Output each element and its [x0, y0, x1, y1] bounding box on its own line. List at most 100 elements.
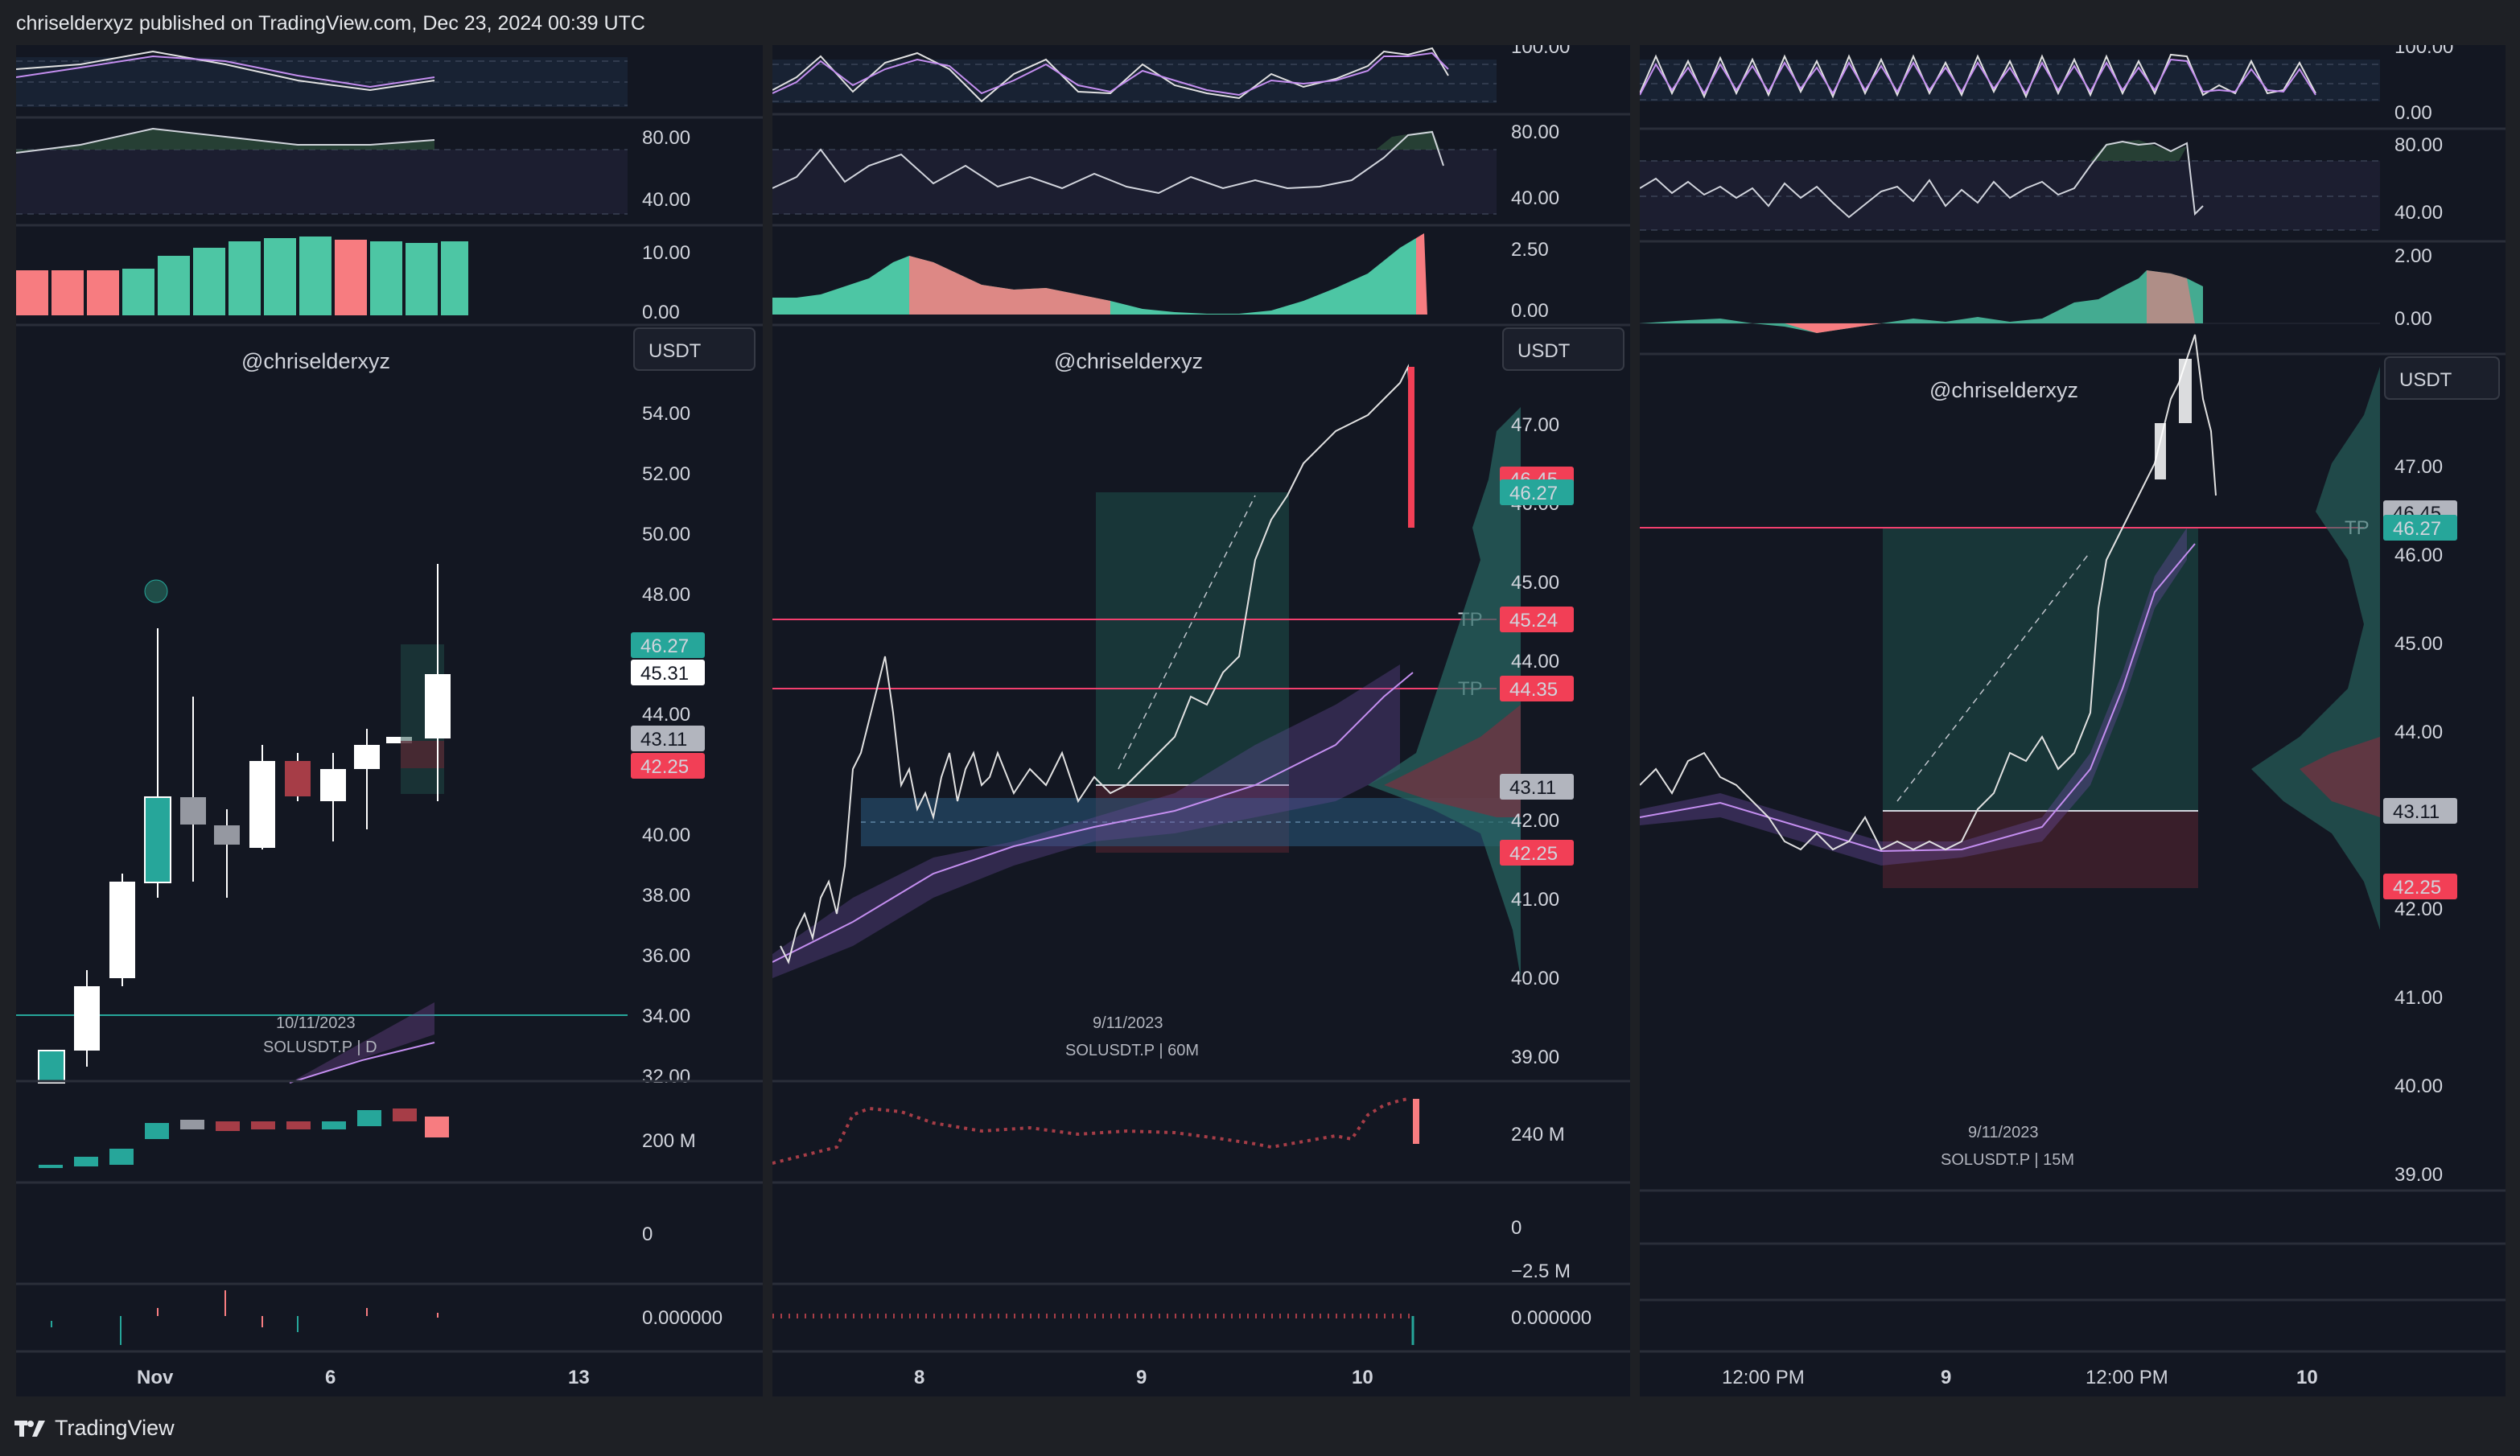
- price-tag: 43.11: [2383, 798, 2457, 824]
- rsi-axis-label: 80.00: [642, 127, 690, 149]
- price-pane[interactable]: @chriselderxyz USDT TP TP: [772, 327, 1624, 1068]
- volume-axis-label: 240 M: [1511, 1124, 1565, 1145]
- svg-text:46.00: 46.00: [2394, 545, 2443, 566]
- svg-text:41.00: 41.00: [1511, 889, 1559, 911]
- long-position-profit[interactable]: [1096, 492, 1289, 785]
- svg-text:13: 13: [568, 1367, 590, 1388]
- macd-pane: 2.00 0.00: [1640, 245, 2432, 333]
- svg-text:34.00: 34.00: [642, 1006, 690, 1027]
- svg-text:9: 9: [1136, 1367, 1147, 1388]
- published-text: chriselderxyz published on TradingView.c…: [16, 12, 645, 35]
- funding-pane: 0.000000: [51, 1290, 723, 1345]
- price-pane[interactable]: @chriselderxyz USDT 54.00 52.00 50.00 48…: [16, 327, 756, 1088]
- symbol-label: SOLUSDT.P | 60M: [1065, 1042, 1199, 1059]
- currency-button[interactable]: [1502, 327, 1624, 371]
- svg-text:43.11: 43.11: [640, 729, 687, 751]
- time-axis: Nov 6 13: [137, 1367, 590, 1388]
- volume-pane: 200 M: [39, 1108, 696, 1168]
- svg-text:12:00 PM: 12:00 PM: [1722, 1367, 1805, 1388]
- tradingview-logo[interactable]: TradingView: [14, 1416, 175, 1441]
- symbol-label: SOLUSDT.P | D: [263, 1039, 377, 1056]
- macd-axis-label: 0.00: [1511, 300, 1549, 322]
- svg-text:44.00: 44.00: [642, 704, 690, 726]
- brand-name: TradingView: [55, 1416, 175, 1440]
- svg-text:45.31: 45.31: [640, 663, 689, 685]
- rsi-axis-label: 40.00: [2394, 202, 2443, 224]
- svg-text:45.24: 45.24: [1509, 610, 1558, 631]
- svg-text:10: 10: [1352, 1367, 1373, 1388]
- svg-text:45.00: 45.00: [2394, 633, 2443, 655]
- chart-panel-daily[interactable]: 80.00 40.00 10.00 0.00 @chriselderxyz: [16, 45, 763, 1396]
- svg-text:40.00: 40.00: [2394, 1076, 2443, 1097]
- svg-text:44.00: 44.00: [1511, 651, 1559, 672]
- osc-axis-label: −2.5 M: [1511, 1261, 1571, 1282]
- svg-text:40.00: 40.00: [642, 825, 690, 846]
- long-position-profit[interactable]: [1883, 528, 2198, 811]
- svg-text:39.00: 39.00: [2394, 1164, 2443, 1186]
- chart-panel-60m[interactable]: 100.00 80.00 40.00 2.50 0.00 @chriselder…: [772, 45, 1630, 1396]
- candles: [38, 564, 451, 1084]
- svg-text:46.27: 46.27: [2393, 518, 2441, 540]
- currency-label: USDT: [1517, 340, 1571, 362]
- symbol-label: SOLUSDT.P | 15M: [1941, 1151, 2074, 1169]
- svg-text:6: 6: [325, 1367, 336, 1388]
- price-tag: 46.27: [631, 632, 705, 658]
- macd-axis-label: 2.00: [2394, 245, 2432, 267]
- svg-text:9: 9: [1941, 1367, 1951, 1388]
- svg-text:42.00: 42.00: [2394, 899, 2443, 920]
- svg-text:52.00: 52.00: [642, 463, 690, 485]
- candles: [1640, 334, 2217, 851]
- svg-text:Nov: Nov: [137, 1367, 174, 1388]
- date-label: 10/11/2023: [276, 1014, 356, 1032]
- svg-text:8: 8: [914, 1367, 924, 1388]
- macd-axis-label: 0.00: [2394, 308, 2432, 330]
- watermark: @chriselderxyz: [1054, 349, 1203, 373]
- svg-text:47.00: 47.00: [2394, 456, 2443, 478]
- price-tag: 44.35: [1500, 676, 1574, 701]
- volume-axis-label: 200 M: [642, 1130, 696, 1152]
- rsi-axis-label: 80.00: [1511, 121, 1559, 143]
- rsi-pane: 80.00 40.00: [1640, 134, 2443, 231]
- svg-text:42.25: 42.25: [640, 756, 689, 778]
- date-label: 9/11/2023: [1093, 1014, 1163, 1032]
- svg-text:38.00: 38.00: [642, 885, 690, 907]
- price-pane[interactable]: @chriselderxyz USDT TP: [1640, 334, 2500, 1186]
- funding-pane: 0.000000: [772, 1307, 1591, 1345]
- rsi-axis-label: 40.00: [642, 189, 690, 211]
- rsi-axis-label: 40.00: [1511, 187, 1559, 209]
- svg-text:39.00: 39.00: [1511, 1047, 1559, 1068]
- time-axis: 8 9 10: [914, 1367, 1373, 1388]
- stoch-pane: 100.00: [772, 45, 1570, 103]
- price-tag: 42.25: [1500, 840, 1574, 866]
- price-tag: 46.27: [1500, 479, 1574, 505]
- svg-text:10: 10: [2296, 1367, 2318, 1388]
- svg-text:45.00: 45.00: [1511, 572, 1559, 594]
- macd-axis-label: 2.50: [1511, 239, 1549, 261]
- chart-panel-15m[interactable]: 100.00 0.00 80.00 40.00 2.00 0.00 @chris…: [1640, 45, 2506, 1396]
- price-axis: 47.00 46.00 45.00 44.00 42.00 41.00 40.0…: [2394, 456, 2443, 1186]
- volume-profile-right: [1368, 407, 1521, 978]
- svg-text:32.00: 32.00: [642, 1066, 690, 1088]
- date-label: 9/11/2023: [1968, 1124, 2039, 1141]
- rsi-axis-label: 80.00: [2394, 134, 2443, 156]
- svg-text:44.00: 44.00: [2394, 722, 2443, 743]
- price-axis: 47.00 46.00 45.00 44.00 42.00 41.00 40.0…: [1511, 414, 1559, 1068]
- svg-text:41.00: 41.00: [2394, 987, 2443, 1009]
- price-tag: 43.11: [631, 726, 705, 751]
- svg-text:43.11: 43.11: [2393, 801, 2440, 823]
- currency-button[interactable]: [633, 327, 756, 371]
- stoch-axis-label: 100.00: [2394, 45, 2453, 58]
- currency-button[interactable]: [2384, 356, 2500, 400]
- price-tag: 42.25: [2383, 874, 2457, 899]
- osc-axis-label: 0: [1511, 1217, 1521, 1239]
- svg-text:40.00: 40.00: [1511, 968, 1559, 989]
- svg-text:12:00 PM: 12:00 PM: [2086, 1367, 2168, 1388]
- candles: [780, 364, 1414, 964]
- currency-label: USDT: [2399, 369, 2452, 391]
- footer-bar: TradingView: [0, 1400, 2520, 1456]
- price-tag: 46.27: [2383, 515, 2457, 541]
- svg-text:42.25: 42.25: [2393, 877, 2441, 899]
- volume-pane: 240 M: [772, 1097, 1565, 1165]
- publisher-bar: chriselderxyz published on TradingView.c…: [0, 0, 2520, 45]
- svg-text:48.00: 48.00: [642, 584, 690, 606]
